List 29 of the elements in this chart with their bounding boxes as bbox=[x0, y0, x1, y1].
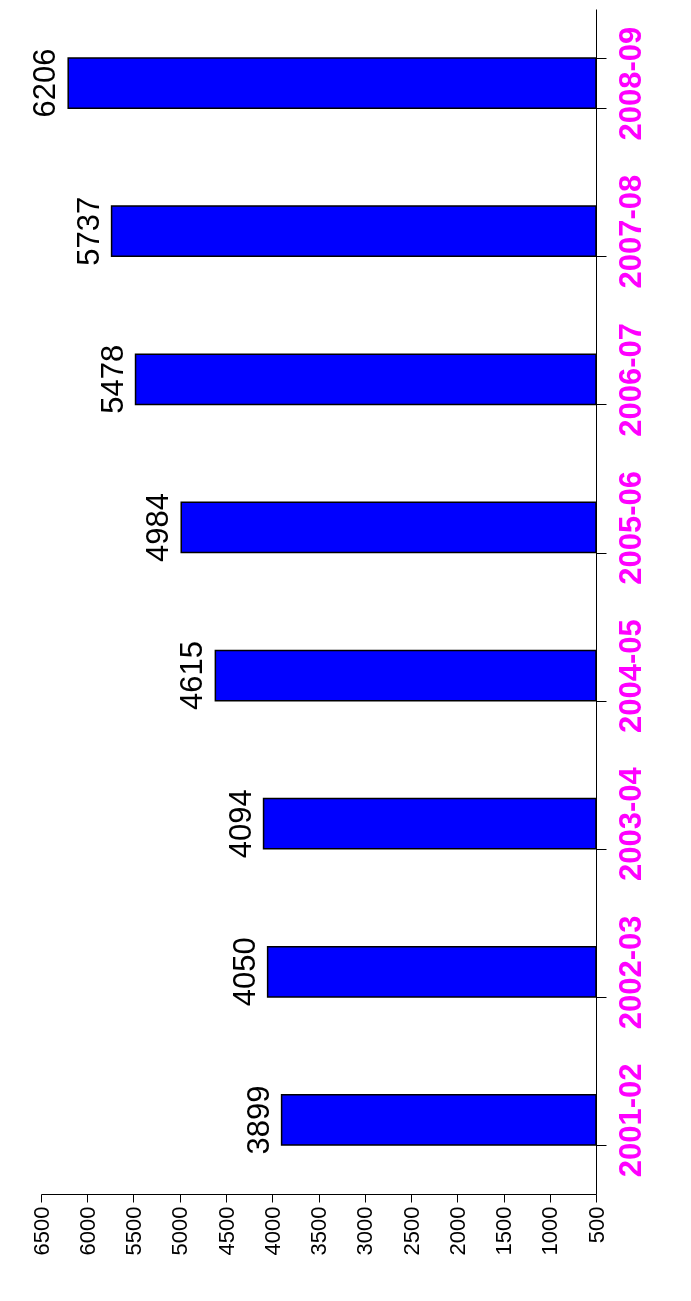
data-label: 5478 bbox=[94, 344, 130, 414]
x-tick-label: 2000 bbox=[444, 1206, 470, 1256]
y-tick-label: 2001-02 bbox=[612, 1063, 648, 1178]
x-tick-label: 6000 bbox=[74, 1206, 100, 1256]
x-tick-label: 1500 bbox=[491, 1206, 516, 1256]
y-tick-label: 2002-03 bbox=[612, 915, 648, 1030]
data-label: 4094 bbox=[222, 789, 258, 859]
x-tick-label: 5500 bbox=[121, 1206, 146, 1256]
x-tick-label: 500 bbox=[583, 1206, 609, 1244]
y-tick-label: 2008-09 bbox=[612, 26, 648, 141]
data-label: 4050 bbox=[226, 937, 262, 1007]
x-tick-label: 2500 bbox=[398, 1206, 424, 1256]
x-tick-label: 1000 bbox=[537, 1206, 563, 1256]
x-tick-label: 3000 bbox=[352, 1206, 378, 1256]
y-tick-label: 2004-05 bbox=[612, 619, 648, 733]
y-tick-label: 2005-06 bbox=[612, 471, 648, 585]
data-label: 3899 bbox=[240, 1085, 276, 1155]
x-tick-label: 4500 bbox=[213, 1206, 239, 1256]
y-tick-label: 2007-08 bbox=[612, 174, 648, 289]
x-tick-label: 5000 bbox=[167, 1206, 193, 1256]
data-label: 4615 bbox=[174, 641, 210, 711]
x-tick-label: 3500 bbox=[306, 1206, 331, 1256]
data-label: 5737 bbox=[70, 196, 106, 266]
x-tick-label: 4000 bbox=[259, 1206, 285, 1256]
x-tick-label: 6500 bbox=[28, 1206, 54, 1256]
data-label: 4984 bbox=[140, 492, 176, 562]
y-tick-label: 2003-04 bbox=[612, 766, 648, 882]
y-tick-label: 2006-07 bbox=[612, 322, 648, 437]
data-label: 6206 bbox=[27, 48, 63, 118]
